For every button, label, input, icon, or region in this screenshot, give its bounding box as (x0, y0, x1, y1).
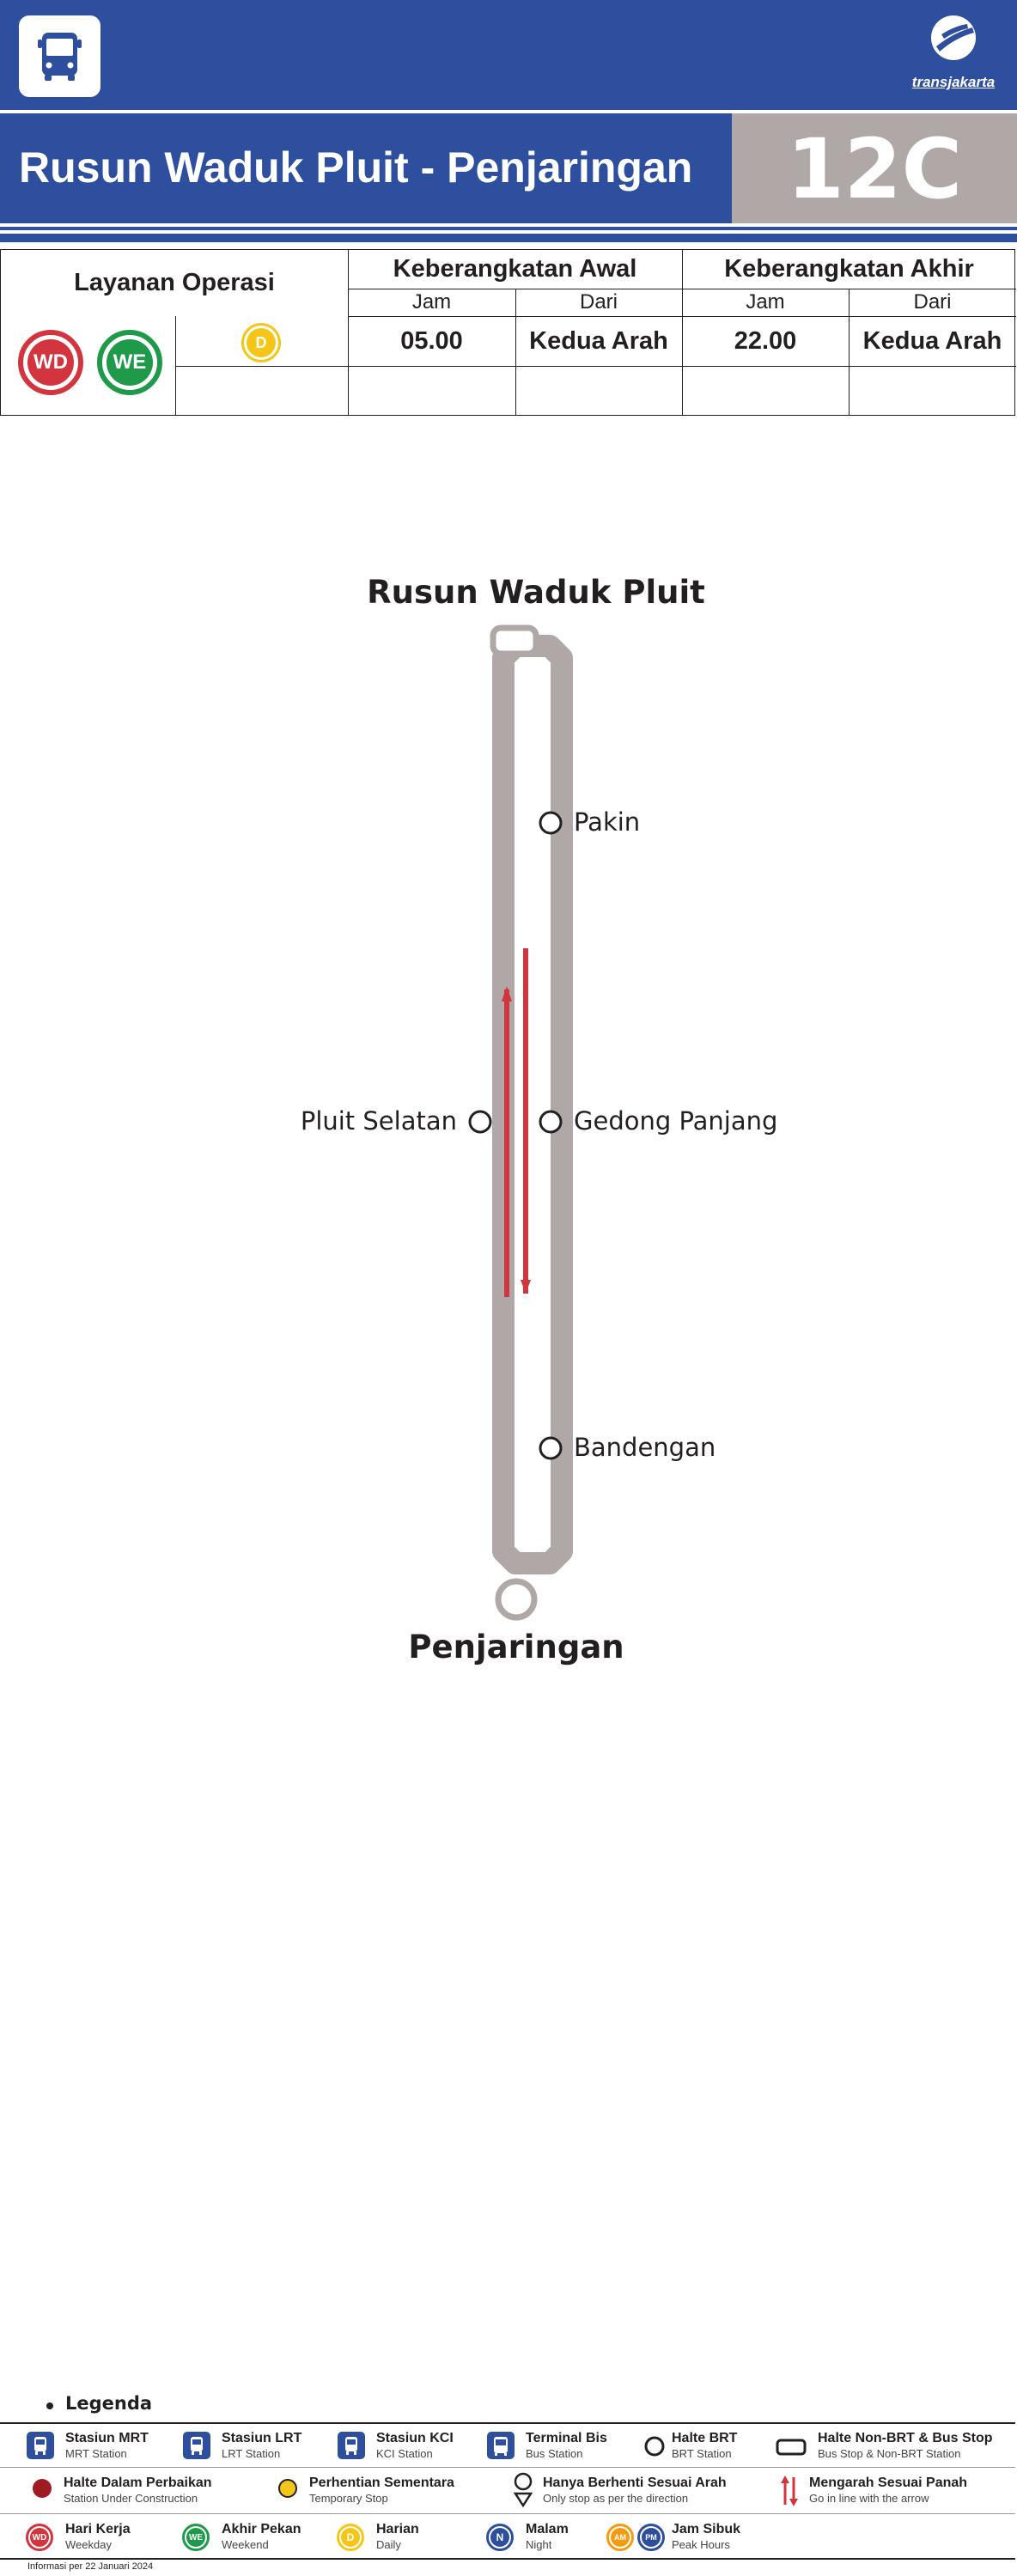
first-time-col: Jam (411, 290, 452, 314)
temporary-stop-icon (278, 2479, 297, 2498)
title-bar (0, 113, 732, 223)
legend-item-non-brt: Halte Non-BRT & Bus Stop Bus Stop & Non-B… (775, 2431, 1014, 2465)
legend-item-temporary-stop: Perhentian Sementara Temporary Stop (277, 2476, 483, 2510)
first-departure-header: Keberangkatan Awal (393, 255, 637, 283)
weekday-badge: WD (18, 330, 83, 395)
legend-item-lrt: Stasiun LRT LRT Station (182, 2431, 328, 2465)
stop-label-bandengan: Bandengan (574, 1433, 716, 1462)
peak-am-icon: AM (606, 2524, 634, 2551)
stop-pakin-icon (539, 811, 563, 835)
legend-item-peak-hours: AM PM Jam Sibuk Peak Hours (606, 2522, 778, 2556)
weekend-badge: WE (97, 330, 162, 395)
last-departure-header: Keberangkatan Akhir (724, 255, 974, 283)
brt-stop-icon (644, 2436, 665, 2457)
legend-item-weekday: WD Hari Kerja Weekday (26, 2522, 172, 2556)
last-from-col: Dari (913, 290, 952, 314)
direction-arrow-icon (781, 2476, 798, 2506)
legend-item-mrt: Stasiun MRT MRT Station (26, 2431, 172, 2465)
last-from-value: Kedua Arah (862, 326, 1002, 355)
night-icon: N (486, 2524, 514, 2551)
legend-item-night: N Malam Night (486, 2522, 615, 2556)
stop-label-gedong-panjang: Gedong Panjang (574, 1106, 778, 1136)
legend-item-bus-terminal: Terminal Bis Bus Station (486, 2431, 624, 2465)
legend-bullet (46, 2402, 53, 2409)
top-bar (0, 0, 1017, 110)
last-time-col: Jam (746, 290, 785, 314)
under-construction-icon (33, 2479, 52, 2498)
legend-item-under-construction: Halte Dalam Perbaikan Station Under Const… (31, 2476, 246, 2510)
legend-item-kci: Stasiun KCI KCI Station (337, 2431, 483, 2465)
legend-item-direction-arrow: Mengarah Sesuai Panah Go in line with the… (776, 2476, 1008, 2510)
direction-arrow-icon (502, 948, 531, 1297)
divider (0, 227, 1017, 230)
weekend-icon: WE (182, 2524, 210, 2551)
peak-pm-icon: PM (637, 2524, 665, 2551)
daily-badge: D (241, 323, 281, 362)
lrt-station-icon (183, 2432, 210, 2459)
legend-box: Stasiun MRT MRT Station Stasiun LRT LRT St… (0, 2422, 1015, 2560)
route-code-box (732, 113, 1017, 223)
route-code: 12C (786, 121, 963, 217)
start-terminal-icon (490, 624, 539, 657)
daily-icon: D (337, 2524, 364, 2551)
schedule-table: Layanan Operasi Keberangkatan Awal Keber… (0, 249, 1016, 416)
legend-item-daily: D Harian Daily (337, 2522, 466, 2556)
start-terminal-label: Rusun Waduk Pluit (367, 574, 705, 611)
route-map (468, 624, 573, 1621)
last-time-value: 22.00 (734, 326, 797, 355)
first-time-value: 05.00 (400, 326, 463, 355)
one-direction-stop-icon (513, 2472, 533, 2508)
bus-terminal-icon (487, 2432, 515, 2459)
legend-item-brt: Halte BRT BRT Station (641, 2431, 770, 2465)
kci-station-icon (338, 2432, 365, 2459)
legend-item-one-direction: Hanya Berhenti Sesuai Arah Only stop as p… (510, 2472, 759, 2510)
stop-label-pluit-selatan: Pluit Selatan (300, 1106, 457, 1136)
stop-pluit-selatan-icon (468, 1110, 492, 1134)
legend-title: Legenda (65, 2393, 153, 2414)
non-brt-stop-icon (776, 2439, 807, 2456)
route-title: Rusun Waduk Pluit - Penjaringan (19, 143, 693, 192)
route-line (492, 635, 573, 1574)
end-terminal-label: Penjaringan (408, 1629, 624, 1666)
first-from-col: Dari (579, 290, 618, 314)
stop-bandengan-icon (539, 1436, 563, 1460)
stop-gedong-panjang-icon (539, 1110, 563, 1134)
bus-icon (19, 15, 100, 97)
legend-item-weekend: WE Akhir Pekan Weekend (182, 2522, 328, 2556)
brand-name: transjakarta (911, 74, 996, 90)
end-terminal-icon (495, 1578, 538, 1621)
stop-label-pakin: Pakin (574, 807, 641, 837)
divider (0, 234, 1017, 242)
weekday-icon: WD (26, 2524, 53, 2551)
mrt-station-icon (27, 2432, 54, 2459)
first-from-value: Kedua Arah (529, 326, 668, 355)
info-date: Informasi per 22 Januari 2024 (27, 2561, 154, 2572)
service-header: Layanan Operasi (74, 269, 275, 296)
transjakarta-logo: transjakarta (902, 12, 1005, 91)
